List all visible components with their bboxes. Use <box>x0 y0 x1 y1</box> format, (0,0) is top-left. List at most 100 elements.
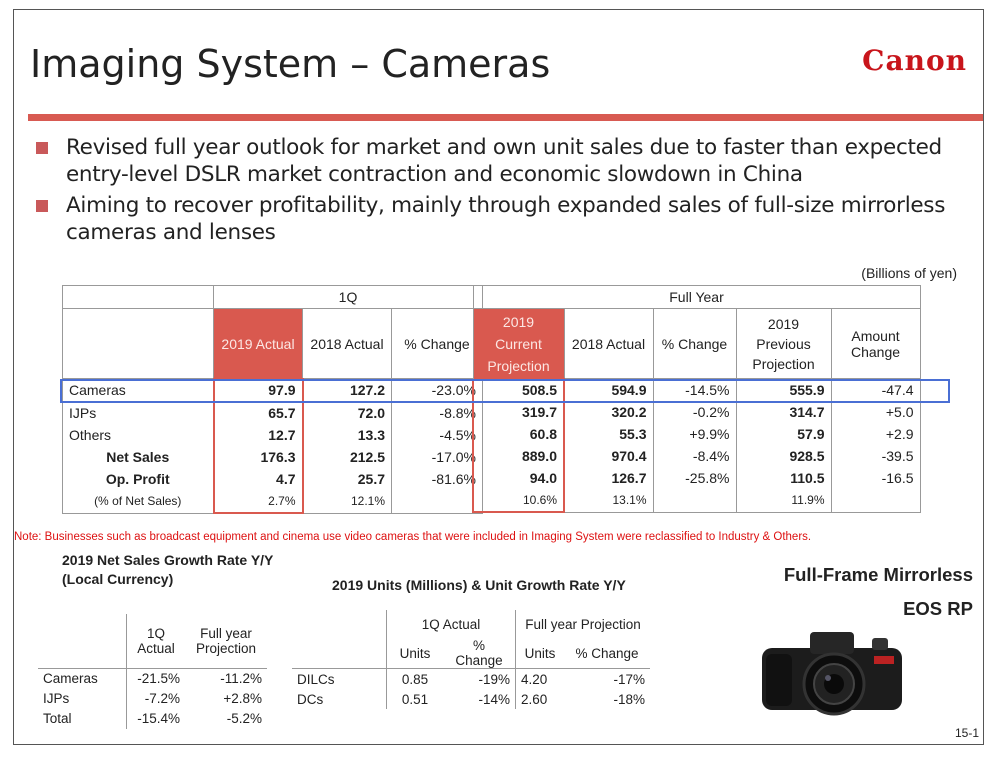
table-cell: -15.4% <box>126 708 185 729</box>
table-cell: -11.2% <box>185 667 267 689</box>
units-col-pct: % Change <box>564 638 650 669</box>
table-cell: -47.4 <box>830 378 921 401</box>
table-row: Cameras -21.5% -11.2% <box>38 667 267 689</box>
table-cell: 10.6% <box>472 489 565 513</box>
row-label: DCs <box>297 691 324 707</box>
table-cell: 928.5 <box>735 445 831 467</box>
table-cell: 0.51 <box>386 689 443 709</box>
eos-rp-camera-icon <box>762 632 902 716</box>
table-cell: +2.9 <box>830 423 921 445</box>
table-row: Total -15.4% -5.2% <box>38 708 267 729</box>
table-cell: 2.7% <box>212 490 304 514</box>
table-cell: 0.85 <box>386 668 443 689</box>
table-cell: 13.3 <box>302 424 392 446</box>
title-divider <box>28 114 983 121</box>
table-cell: -14% <box>478 691 510 707</box>
table-cell: 65.7 <box>212 401 304 424</box>
table-cell: 555.9 <box>735 378 831 401</box>
units-note: (Billions of yen) <box>861 265 957 281</box>
table-row: Cameras 97.9 127.2 -23.0% <box>62 378 483 402</box>
table-cell: -7.2% <box>126 688 185 709</box>
col-2019-current-projection: 2019 Current Projection <box>472 308 564 379</box>
table-cell: 508.5 <box>472 378 565 401</box>
row-label: Total <box>43 711 72 726</box>
table-row: 94.0 126.7 -25.8% 110.5 -16.5 <box>472 467 921 489</box>
growth-table: 1Q Actual Full year Projection Cameras -2… <box>38 614 267 729</box>
table-cell: -8.8% <box>391 401 483 424</box>
q1-table: 1Q 2019 Actual 2018 Actual % Change Came… <box>62 285 483 514</box>
product-title: Full-Frame Mirrorless EOS RP <box>783 564 973 619</box>
slide: Imaging System – Cameras Canon Revised f… <box>13 9 984 745</box>
table-row: DCs 0.51 -14% 2.60 -18% <box>292 689 650 709</box>
growth-col-fy: Full year Projection <box>195 625 257 656</box>
table-row: Net Sales 176.3 212.5 -17.0% <box>62 446 483 468</box>
table-row: (% of Net Sales) 2.7% 12.1% <box>62 490 483 514</box>
table-cell: 127.2 <box>302 378 392 402</box>
table-cell: -0.2% <box>652 401 736 423</box>
growth-col-1q: 1Q Actual <box>126 614 185 668</box>
row-label: DILCs <box>297 671 335 687</box>
col-amount-change: Amount Change <box>830 308 921 379</box>
table-cell: -16.5 <box>830 467 921 489</box>
bullet-item: Revised full year outlook for market and… <box>36 134 966 188</box>
col-2019-previous-projection: 2019 Previous Projection <box>735 308 831 379</box>
units-col-units: Units <box>515 638 564 669</box>
table-cell: 97.9 <box>212 378 304 402</box>
table-cell: -81.6% <box>391 468 483 490</box>
table-cell: 320.2 <box>563 401 653 423</box>
col-2019-actual: 2019 Actual <box>213 308 303 379</box>
table-cell: 594.9 <box>563 378 653 401</box>
table-cell: -17.0% <box>391 446 483 468</box>
table-cell: 4.20 <box>515 668 564 689</box>
bullet-item: Aiming to recover profitability, mainly … <box>36 192 966 246</box>
cameras-row-highlight <box>60 379 950 403</box>
table-row: 889.0 970.4 -8.4% 928.5 -39.5 <box>472 445 921 467</box>
row-label: Op. Profit <box>62 468 214 490</box>
table-cell: 212.5 <box>302 446 392 468</box>
table-cell: -23.0% <box>391 378 483 402</box>
canon-logo: Canon <box>862 44 967 77</box>
col-2018-actual: 2018 Actual <box>563 308 653 379</box>
table-cell: -17% <box>613 671 645 687</box>
col-pct-change: % Change <box>391 308 483 379</box>
col-pct-change: % Change <box>652 308 736 379</box>
table-cell: -25.8% <box>652 467 736 489</box>
table-cell: +2.8% <box>223 691 262 706</box>
page-number: 15-1 <box>954 726 979 740</box>
table-cell: +9.9% <box>652 423 736 445</box>
table-cell: 12.7 <box>212 424 304 446</box>
table-cell: 11.9% <box>735 489 831 513</box>
page-title: Imaging System – Cameras <box>30 42 551 86</box>
units-group-1q: 1Q Actual <box>386 610 516 638</box>
row-label: Net Sales <box>62 446 214 468</box>
table-cell: 889.0 <box>472 445 565 467</box>
table-cell: 12.1% <box>302 490 392 514</box>
col-2018-actual: 2018 Actual <box>302 308 392 379</box>
table-cell: -14.5% <box>652 378 736 401</box>
table-row: 319.7 320.2 -0.2% 314.7 +5.0 <box>472 401 921 423</box>
table-row: Op. Profit 4.7 25.7 -81.6% <box>62 468 483 490</box>
growth-title: 2019 Net Sales Growth Rate Y/Y (Local Cu… <box>62 552 274 587</box>
row-label: (% of Net Sales) <box>62 490 214 514</box>
table-cell: -39.5 <box>830 445 921 467</box>
table-cell <box>652 489 736 513</box>
units-col-pct: % Change <box>443 638 516 669</box>
table-cell: 2.60 <box>515 689 564 709</box>
table-cell: -18% <box>613 691 645 707</box>
table-cell <box>830 489 921 513</box>
row-label: Others <box>62 424 214 446</box>
table-cell: -21.5% <box>126 667 185 689</box>
row-label: IJPs <box>43 691 70 706</box>
table-row: IJPs -7.2% +2.8% <box>38 688 267 709</box>
table-cell: 13.1% <box>563 489 653 513</box>
table-cell: 126.7 <box>563 467 653 489</box>
full-year-header: Full Year <box>472 285 921 309</box>
row-label: IJPs <box>62 401 214 424</box>
table-row: IJPs 65.7 72.0 -8.8% <box>62 401 483 424</box>
table-row: DILCs 0.85 -19% 4.20 -17% <box>292 668 650 689</box>
table-cell <box>391 490 483 514</box>
table-cell: 72.0 <box>302 401 392 424</box>
table-cell: -19% <box>478 671 510 687</box>
table-cell: 319.7 <box>472 401 565 423</box>
table-row: 10.6% 13.1% 11.9% <box>472 489 921 513</box>
